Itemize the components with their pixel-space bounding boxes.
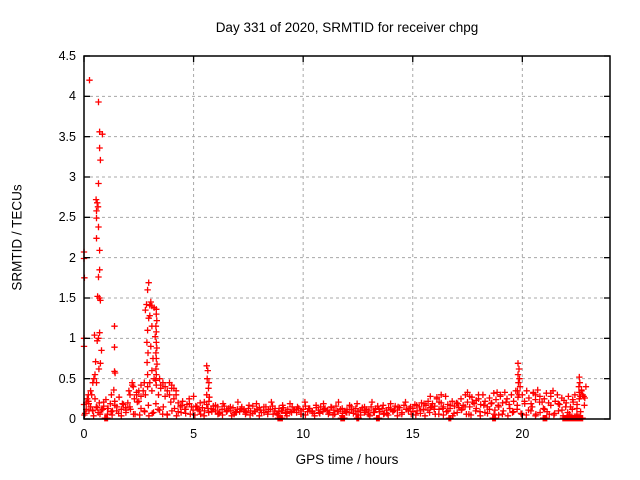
chart-title: Day 331 of 2020, SRMTID for receiver chp… [215,20,479,35]
y-tick-label: 0.5 [58,371,76,386]
y-tick-label: 2.5 [58,210,76,225]
y-tick-label: 2 [69,250,76,265]
x-tick-label: 0 [80,427,88,441]
y-tick-label: 1.5 [58,291,76,305]
x-tick-label: 10 [296,427,311,441]
x-tick-label: 20 [515,427,530,441]
y-tick-label: 3 [69,170,76,184]
x-tick-label: 5 [190,427,198,441]
x-axis-label: GPS time / hours [295,452,399,467]
plot-border [83,55,611,420]
y-axis-label: SRMTID / TECUs [9,184,25,291]
x-tick-label: 15 [405,427,420,441]
scatter-points-srmtid [80,77,590,422]
y-tick-label: 4 [69,89,76,104]
y-tick-label: 0 [69,412,76,426]
y-tick-label: 4.5 [58,49,76,63]
y-tick-label: 3.5 [58,129,76,144]
y-tick-label: 1 [69,331,76,346]
